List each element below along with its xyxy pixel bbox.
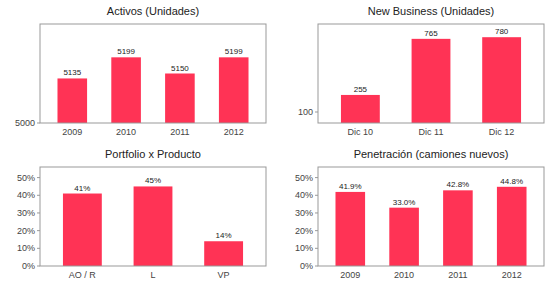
x-tick-label: AO / R	[69, 270, 97, 280]
data-label: 14%	[216, 231, 232, 240]
y-tick	[37, 266, 40, 267]
chart-panel: New Business (Unidades) 100 Dic 10 Dic 11 Di…	[298, 5, 544, 137]
chart-title: Activos (Unidades)	[107, 5, 199, 17]
x-tick-label: 2011	[448, 270, 467, 280]
y-tick	[315, 195, 318, 196]
y-tick-label: 20%	[17, 226, 35, 236]
y-tick	[315, 230, 318, 231]
y-tick	[315, 177, 318, 178]
y-tick-label: 5000	[15, 118, 35, 128]
y-tick	[37, 123, 40, 124]
bar	[482, 37, 521, 123]
bar	[412, 39, 451, 123]
data-label: 765	[424, 29, 438, 38]
bars	[341, 37, 521, 123]
y-tick-label: 30%	[295, 208, 313, 218]
data-label: 5135	[63, 68, 81, 77]
chart-title: Penetración (camiones nuevos)	[354, 148, 509, 160]
plot-frame	[40, 167, 266, 266]
bar	[204, 241, 243, 266]
data-label: 33.0%	[393, 198, 416, 207]
data-label: 5150	[171, 64, 189, 73]
y-tick-label: 50%	[17, 173, 35, 183]
y-tick-label: 20%	[295, 226, 313, 236]
figure: Activos (Unidades) 5000 2009 2010 2011 2012 51…	[0, 0, 556, 286]
y-tick	[37, 195, 40, 196]
x-tick-label: L	[150, 270, 155, 280]
chart-panel: Penetración (camiones nuevos) 0% 10% 20% 30%…	[295, 148, 544, 280]
y-tick	[315, 112, 318, 113]
plot-frame	[318, 167, 544, 266]
bar	[335, 192, 365, 266]
data-label: 41%	[74, 184, 90, 193]
plot-frame	[318, 24, 544, 123]
y-tick-label: 0%	[300, 261, 313, 271]
y-tick	[37, 248, 40, 249]
x-tick-label: VP	[218, 270, 230, 280]
y-tick-label: 50%	[295, 173, 313, 183]
x-tick-label: 2011	[170, 127, 189, 137]
x-tick-label: 2009	[340, 270, 360, 280]
bar	[341, 95, 380, 123]
data-label: 41.9%	[339, 182, 362, 191]
bar	[111, 57, 141, 123]
bar	[443, 190, 473, 266]
y-tick	[37, 230, 40, 231]
plot-frame	[40, 24, 266, 123]
y-tick-label: 100	[298, 107, 313, 117]
x-tick-label: 2012	[502, 270, 522, 280]
y-tick-label: 40%	[17, 190, 35, 200]
data-label: 42.8%	[447, 180, 470, 189]
bar	[219, 57, 249, 123]
bars	[335, 187, 526, 266]
chart-panel: Portfolio x Producto 0% 10% 20% 30% 40% 50% AO …	[17, 148, 266, 280]
data-label: 255	[354, 85, 368, 94]
bar	[165, 74, 195, 124]
chart-title: New Business (Unidades)	[368, 5, 495, 17]
data-label: 45%	[145, 176, 161, 185]
chart-panel: Activos (Unidades) 5000 2009 2010 2011 2012 51…	[15, 5, 266, 286]
y-tick	[315, 212, 318, 213]
bar	[497, 187, 527, 266]
data-label: 5199	[225, 47, 243, 56]
y-tick	[315, 248, 318, 249]
x-tick-label: 2009	[62, 127, 82, 137]
data-label: 5199	[117, 47, 135, 56]
data-label: 44.8%	[500, 177, 523, 186]
data-label: 780	[495, 27, 509, 36]
y-tick-label: 30%	[17, 208, 35, 218]
bar	[389, 208, 419, 266]
x-tick-label: 2012	[224, 127, 244, 137]
y-tick	[315, 266, 318, 267]
bars	[63, 186, 243, 266]
y-tick-label: 40%	[295, 190, 313, 200]
y-tick	[37, 177, 40, 178]
x-tick-label: 2010	[394, 270, 414, 280]
y-tick-label: 0%	[22, 261, 35, 271]
x-tick-label: Dic 12	[489, 127, 515, 137]
bar	[63, 194, 102, 266]
bar	[134, 186, 173, 266]
y-tick	[37, 212, 40, 213]
x-tick-label: Dic 11	[419, 127, 444, 137]
bar	[57, 78, 87, 123]
y-tick-label: 10%	[295, 243, 313, 253]
chart-title: Portfolio x Producto	[105, 148, 201, 160]
x-tick-label: Dic 10	[348, 127, 374, 137]
bars	[57, 57, 248, 123]
y-tick-label: 10%	[17, 243, 35, 253]
x-tick-label: 2010	[116, 127, 136, 137]
